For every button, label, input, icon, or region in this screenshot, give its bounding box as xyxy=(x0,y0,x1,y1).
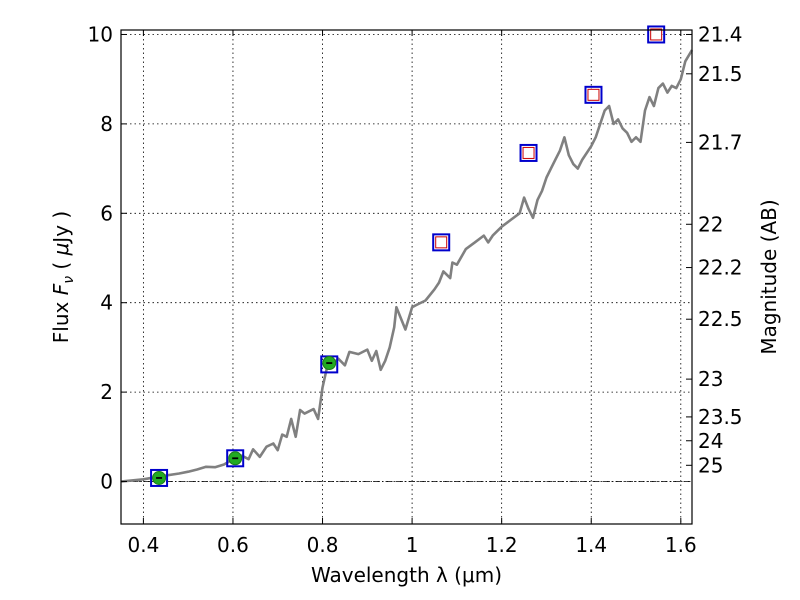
y-axis-label-paren: ( xyxy=(49,255,73,276)
x-tick-label: 1.2 xyxy=(486,533,518,557)
magnitude-tick-label: 21.7 xyxy=(698,130,743,154)
upper-limit-marker xyxy=(522,146,535,159)
y-axis-label-prefix: Flux xyxy=(49,295,73,343)
y-tick-label: 4 xyxy=(100,291,113,315)
grid xyxy=(121,30,692,524)
magnitude-tick-label: 23 xyxy=(698,367,723,391)
x-tick-label: 1.6 xyxy=(665,533,697,557)
y-axis-label-symbol: F xyxy=(49,283,73,295)
model-photometry-box xyxy=(647,25,666,44)
y-tick-label: 2 xyxy=(100,380,113,404)
model-photometry-box xyxy=(519,143,538,162)
photometry-markers xyxy=(150,25,666,487)
magnitude-tick-label: 22.2 xyxy=(698,256,743,280)
magnitude-tick-label: 22.5 xyxy=(698,307,743,331)
model-photometry-box xyxy=(226,449,245,468)
plot-frame xyxy=(120,29,693,525)
y-axis-label-subscript: ν xyxy=(61,276,77,284)
model-photometry-box xyxy=(584,85,603,104)
magnitude-tick-label: 24 xyxy=(698,429,723,453)
upper-limit-marker xyxy=(587,88,600,101)
spectrum-line xyxy=(120,49,694,483)
magnitude-tick-label: 21.5 xyxy=(698,62,743,86)
x-tick-label: 1.4 xyxy=(575,533,607,557)
x-axis-label: Wavelength λ (μm) xyxy=(311,563,502,587)
y-tick-label: 6 xyxy=(100,201,113,225)
model-photometry-box xyxy=(150,468,169,487)
y-axis-label-mu: μ xyxy=(49,243,73,257)
magnitude-tick-label: 25 xyxy=(698,453,723,477)
y-tick-label: 0 xyxy=(100,470,113,494)
y-axis-label: Flux Fν ( μJy ) xyxy=(49,211,77,343)
y-axis-label-unit: Jy ) xyxy=(49,211,73,245)
magnitude-axis-label: Magnitude (AB) xyxy=(757,199,781,354)
x-tick-label: 1 xyxy=(406,533,419,557)
magnitude-tick-label: 22 xyxy=(698,212,723,236)
y-tick-label: 10 xyxy=(88,22,113,46)
magnitude-tick-label: 23.5 xyxy=(698,405,743,429)
upper-limit-marker xyxy=(650,28,663,41)
x-tick-label: 0.8 xyxy=(307,533,339,557)
magnitude-tick-label: 21.4 xyxy=(698,22,743,46)
x-tick-label: 0.4 xyxy=(127,533,159,557)
x-tick-label: 0.6 xyxy=(217,533,249,557)
upper-limit-marker xyxy=(435,236,448,249)
model-photometry-box xyxy=(432,233,451,252)
y-tick-label: 8 xyxy=(100,112,113,136)
